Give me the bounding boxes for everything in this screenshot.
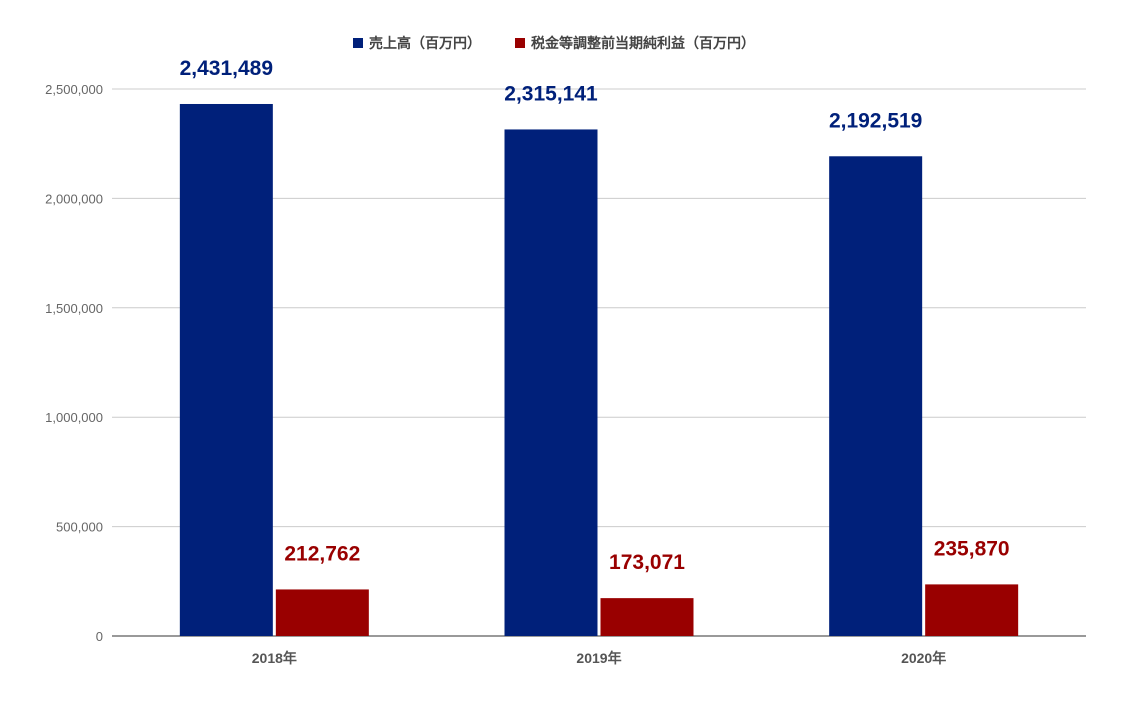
y-tick-label: 2,500,000: [45, 82, 103, 97]
data-label-pretax-income: 212,762: [284, 542, 360, 565]
legend-swatch-pretax-income: [515, 38, 525, 48]
bars: 2,431,489 212,762 2,315,141 173,071 2,192,51…: [180, 57, 1019, 636]
bar-pretax-income: [600, 598, 694, 636]
bar-sales: [504, 129, 598, 636]
x-category-label: 2019年: [576, 650, 621, 666]
y-tick-label: 2,000,000: [45, 191, 103, 206]
x-axis: 2018年 2019年 2020年: [252, 650, 946, 666]
gridlines: [112, 88, 1086, 637]
bar-pretax-income: [275, 589, 369, 636]
legend-swatch-sales: [353, 38, 363, 48]
y-axis: 0 500,000 1,000,000 1,500,000 2,000,000 2,500…: [45, 82, 103, 644]
y-tick-label: 500,000: [56, 520, 103, 535]
bar-pretax-income: [925, 584, 1019, 636]
data-label-sales: 2,431,489: [180, 57, 273, 80]
data-label-sales: 2,315,141: [504, 82, 598, 105]
x-category-label: 2018年: [252, 650, 297, 666]
bar-sales: [179, 103, 273, 636]
data-label-pretax-income: 235,870: [934, 537, 1010, 560]
y-tick-label: 0: [96, 629, 103, 644]
data-label-pretax-income: 173,071: [609, 551, 685, 574]
bar-sales: [829, 156, 923, 636]
x-category-label: 2020年: [901, 650, 946, 666]
data-label-sales: 2,192,519: [829, 109, 922, 132]
legend-label-pretax-income: 税金等調整前当期純利益（百万円）: [531, 35, 755, 51]
legend: 売上高（百万円） 税金等調整前当期純利益（百万円）: [353, 35, 755, 51]
y-tick-label: 1,000,000: [45, 410, 103, 425]
y-tick-label: 1,500,000: [45, 301, 103, 316]
legend-label-sales: 売上高（百万円）: [369, 35, 481, 51]
